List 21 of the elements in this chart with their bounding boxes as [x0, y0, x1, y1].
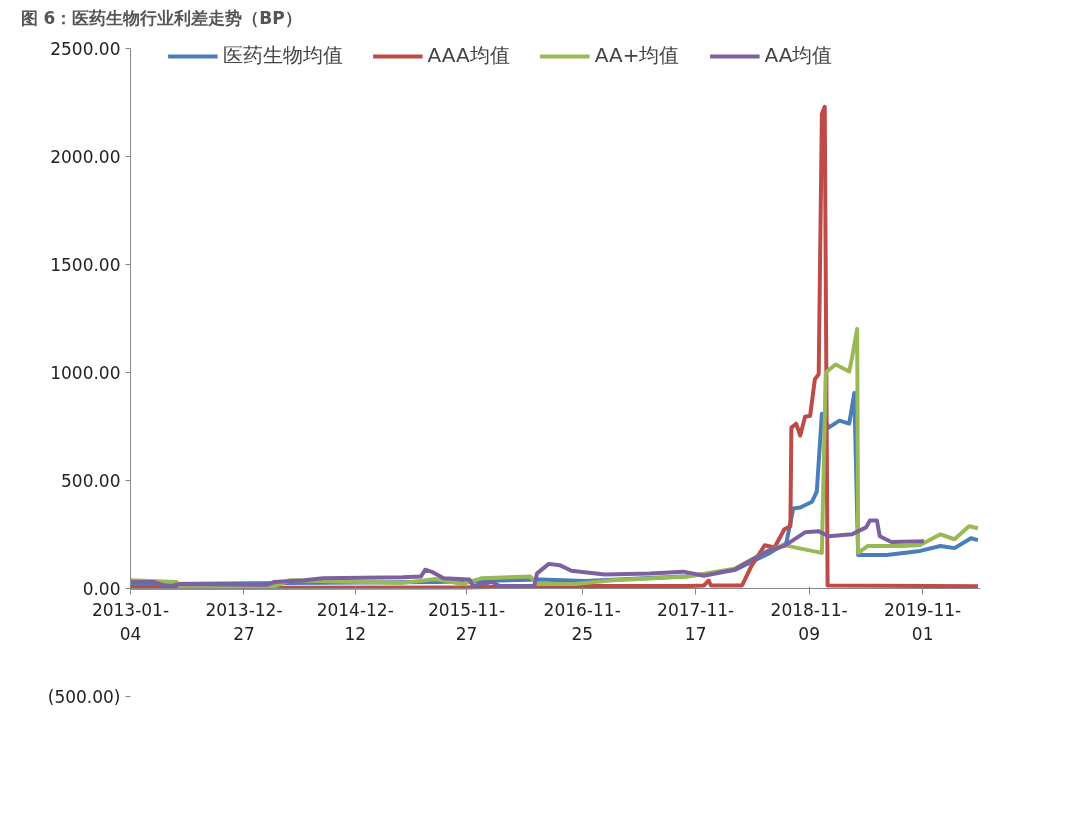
y-tick-label: 500.00	[61, 470, 121, 491]
y-tick-label: 1000.00	[50, 362, 121, 383]
legend-label: 医药生物均值	[222, 42, 343, 69]
y-tick-label: 1500.00	[50, 254, 121, 275]
y-tick-label: 2000.00	[50, 146, 121, 167]
y-tick-label: 2500.00	[50, 38, 121, 59]
x-tick-label: 2018-11-09	[770, 599, 848, 644]
y-tick-label: 0.00	[82, 578, 121, 599]
x-tick-label: 2014-12-12	[316, 599, 394, 644]
x-tick-label: 2017-11-17	[657, 599, 735, 644]
x-tick-label: 2013-12-27	[205, 599, 283, 644]
x-tick-label: 2019-11-01	[884, 599, 962, 644]
chart-title: 图 6：医药生物行业利差走势（BP）	[20, 7, 302, 28]
line-series	[128, 518, 926, 589]
x-tick-label: 2015-11-27	[427, 599, 506, 644]
x-tick-label: 2013-01-04	[91, 599, 170, 644]
y-tick-label: (500.00)	[47, 686, 121, 707]
legend-label: AA+均值	[594, 42, 680, 69]
legend-label: AAA均值	[427, 42, 510, 69]
x-tick-label: 2016-11-25	[543, 599, 621, 644]
legend-label: AA均值	[764, 42, 833, 69]
